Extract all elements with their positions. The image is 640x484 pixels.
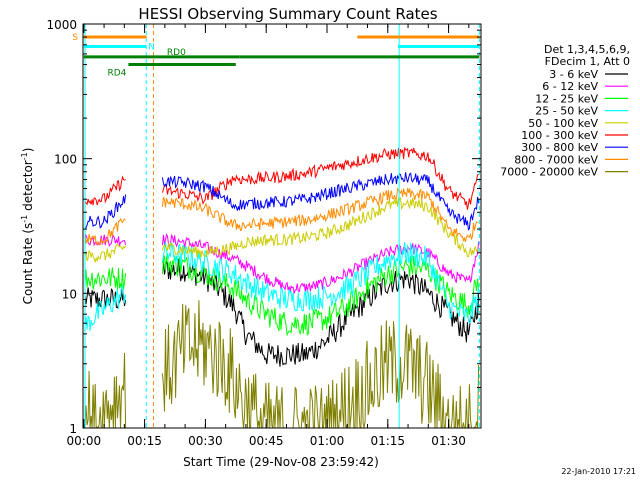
flag-label-rd4: RD4: [107, 69, 126, 79]
x-tick-label: 00:15: [127, 434, 162, 448]
legend-item-label: 800 - 7000 keV: [514, 153, 598, 166]
series-300-800-kev-segment-1: [84, 194, 127, 229]
flag-label-n: N: [148, 43, 155, 53]
series-100-300-kev-segment-2: [161, 147, 479, 210]
legend-item-label: 12 - 25 keV: [535, 92, 598, 105]
series-7000-20000-kev-segment-1: [84, 352, 127, 428]
y-tick-label: 10: [62, 287, 77, 301]
plot-frame: [82, 23, 482, 429]
y-tick-label: 1: [69, 422, 77, 436]
series-7000-20000-kev-segment-2: [161, 300, 480, 428]
y-label-part: detector: [21, 160, 35, 215]
x-tick-label: 00:45: [249, 434, 284, 448]
series-25-50-kev-segment-1: [84, 284, 127, 332]
series-6-12-kev-segment-2: [161, 233, 480, 294]
y-tick-label: 100: [54, 153, 77, 167]
legend-item-label: 100 - 300 keV: [521, 129, 598, 142]
flag-label-rd0: RD0: [167, 48, 186, 58]
y-label-part: ): [21, 148, 35, 153]
timestamp: 22-Jan-2010 17:21: [561, 467, 636, 476]
legend-item-label: 50 - 100 keV: [528, 117, 598, 130]
legend: Det 1,3,4,5,6,9,FDecim 1, Att 03 - 6 keV…: [500, 43, 630, 179]
series-12-25-kev-segment-2: [161, 253, 480, 337]
series-50-100-kev-segment-1: [84, 243, 127, 264]
y-label-part: Count Rate (s: [21, 223, 35, 305]
x-tick-label: 00:30: [188, 434, 223, 448]
plot-area: [83, 24, 480, 428]
y-axis-label: Count Rate (s-1 detector-1): [20, 148, 35, 305]
legend-item-label: 25 - 50 keV: [535, 105, 598, 118]
series-12-25-kev-segment-1: [84, 267, 127, 290]
x-tick-label: 01:00: [310, 434, 345, 448]
legend-item-label: 6 - 12 keV: [542, 80, 598, 93]
series-50-100-kev-segment-2: [161, 196, 479, 258]
series-100-300-kev-segment-1: [84, 175, 126, 206]
series-300-800-kev-segment-2: [161, 172, 480, 231]
legend-item-label: 300 - 800 keV: [521, 141, 598, 154]
flag-label-s: S: [72, 33, 78, 43]
y-label-superscript: -1: [20, 215, 29, 223]
y-label-superscript: -1: [20, 152, 29, 160]
x-tick-label: 00:00: [67, 434, 102, 448]
chart-title: HESSI Observing Summary Count Rates: [138, 5, 437, 23]
series-800-7000-kev-segment-1: [84, 217, 126, 246]
legend-header-line: FDecim 1, Att 0: [545, 55, 630, 68]
y-tick-label: 1000: [46, 18, 77, 32]
x-tick-label: 01:30: [431, 434, 466, 448]
series-800-7000-kev-segment-2: [161, 187, 479, 243]
legend-item-label: 7000 - 20000 keV: [500, 166, 598, 179]
legend-header-line: Det 1,3,4,5,6,9,: [544, 43, 630, 56]
x-tick-label: 01:15: [370, 434, 405, 448]
x-axis-label: Start Time (29-Nov-08 23:59:42): [183, 455, 379, 469]
series-25-50-kev-segment-2: [161, 241, 480, 325]
legend-item-label: 3 - 6 keV: [549, 68, 598, 81]
